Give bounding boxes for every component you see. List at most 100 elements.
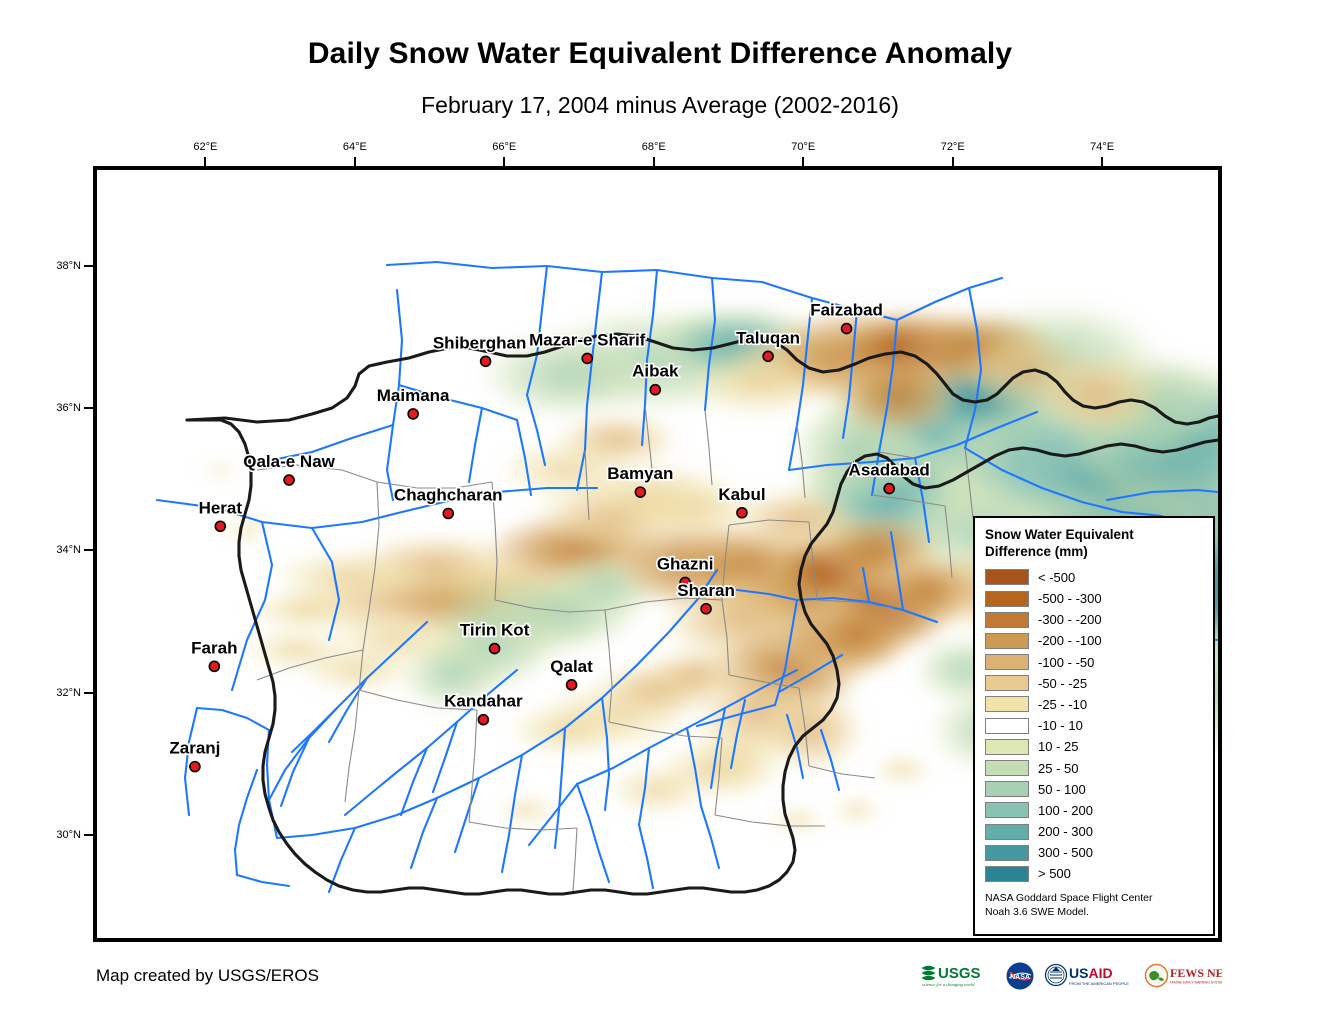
country-border-afghanistan [185, 332, 1218, 896]
city-dot[interactable] [634, 486, 647, 498]
legend-row[interactable]: 50 - 100 [985, 779, 1203, 800]
legend-row[interactable]: 300 - 500 [985, 842, 1203, 863]
legend-label: -200 - -100 [1038, 633, 1102, 649]
city-dot[interactable] [762, 350, 774, 363]
city-marker-group[interactable]: Faizabad [809, 299, 885, 335]
lon-tick-mark [353, 157, 356, 166]
city-label: Taluqan [736, 328, 800, 347]
legend-row[interactable]: < -500 [985, 567, 1203, 588]
city-label: Farah [191, 638, 237, 657]
svg-text:FROM THE AMERICAN PEOPLE: FROM THE AMERICAN PEOPLE [1069, 981, 1129, 986]
legend-source-note: NASA Goddard Space Flight Center Noah 3.… [985, 891, 1153, 918]
legend-row[interactable]: -50 - -25 [985, 673, 1203, 694]
city-marker-group[interactable]: Qalat [549, 655, 595, 691]
svg-text:FAMINE EARLY WARNING SYSTEMS N: FAMINE EARLY WARNING SYSTEMS NETWORK [1170, 981, 1222, 985]
usgs-logo[interactable]: USGS science for a changing world [920, 961, 996, 991]
lat-tick-label: 36°N [56, 402, 81, 415]
city-marker-group[interactable]: Tirin Kot [458, 619, 531, 655]
legend-row[interactable]: -25 - -10 [985, 694, 1203, 715]
map-legend[interactable]: Snow Water Equivalent Difference (mm) < … [973, 516, 1215, 936]
legend-swatch [985, 738, 1029, 755]
legend-row[interactable]: -500 - -300 [985, 588, 1203, 609]
city-dot[interactable] [214, 520, 227, 533]
city-marker-group[interactable]: Asadabad [847, 459, 931, 495]
legend-swatch [985, 844, 1029, 861]
city-marker-group[interactable]: Maimana [375, 384, 452, 420]
legend-swatch [985, 569, 1029, 586]
legend-items: < -500 -500 - -300 -300 - -200 -200 - -100 -… [985, 567, 1203, 885]
map-frame[interactable]: Faizabad Taluqan Mazar-e Sharif Shiberghan A… [93, 166, 1222, 942]
legend-swatch [985, 611, 1029, 628]
city-dot[interactable] [189, 760, 201, 773]
city-marker-group[interactable]: Aibak [631, 360, 681, 396]
city-marker-group[interactable]: Qala-e Naw [242, 450, 337, 486]
lon-tick-label: 62°E [193, 141, 218, 153]
city-dot[interactable] [679, 576, 691, 589]
city-dot[interactable] [883, 482, 895, 495]
city-label: Shiberghan [433, 333, 527, 352]
city-dot[interactable] [840, 322, 853, 335]
city-dot[interactable] [442, 507, 455, 520]
lon-tick-mark [652, 157, 655, 166]
city-marker-group[interactable]: Kabul [717, 483, 767, 519]
lon-tick-label: 72°E [940, 141, 965, 153]
legend-row[interactable]: -100 - -50 [985, 652, 1203, 673]
legend-swatch [985, 675, 1029, 692]
lat-tick-label: 34°N [56, 544, 81, 557]
title-block: Daily Snow Water Equivalent Difference A… [0, 0, 1320, 117]
city-dot[interactable] [736, 506, 748, 519]
usaid-logo[interactable]: USAID FROM THE AMERICAN PEOPLE [1044, 961, 1136, 991]
city-marker-group[interactable]: Kandahar [443, 690, 525, 726]
city-marker-group[interactable]: Farah [190, 637, 239, 673]
city-dot[interactable] [283, 474, 295, 486]
city-dot[interactable] [407, 408, 419, 420]
city-marker-group[interactable]: Herat [197, 497, 244, 533]
city-marker-group[interactable]: Chaghcharan [392, 484, 504, 520]
fewsnet-logo[interactable]: FEWS NET FAMINE EARLY WARNING SYSTEMS NE… [1144, 961, 1222, 991]
city-marker-group[interactable]: Ghazni [655, 553, 715, 589]
legend-row[interactable]: -200 - -100 [985, 630, 1203, 651]
legend-swatch [985, 717, 1029, 734]
legend-row[interactable]: 25 - 50 [985, 757, 1203, 778]
city-marker-group[interactable]: Sharan [676, 579, 736, 615]
lat-tick-mark [84, 691, 93, 694]
city-dot[interactable] [488, 642, 501, 655]
legend-row[interactable]: > 500 [985, 863, 1203, 884]
legend-label: 50 - 100 [1038, 781, 1086, 797]
lon-tick-mark [204, 157, 207, 166]
city-marker-group[interactable]: Zaranj [168, 737, 222, 773]
city-dot[interactable] [477, 713, 490, 726]
legend-label: -10 - 10 [1038, 718, 1083, 734]
legend-row[interactable]: 10 - 25 [985, 736, 1203, 757]
city-marker-group[interactable]: Shiberghan [431, 332, 528, 368]
city-dot[interactable] [565, 679, 578, 691]
legend-label: 300 - 500 [1038, 845, 1093, 861]
legend-row[interactable]: 100 - 200 [985, 800, 1203, 821]
city-label: Asadabad [849, 461, 930, 480]
legend-swatch [985, 802, 1029, 819]
city-dot[interactable] [581, 352, 594, 365]
city-label: Qala-e Naw [243, 452, 335, 471]
city-dot[interactable] [208, 660, 221, 673]
city-dot[interactable] [649, 383, 662, 396]
city-marker-group[interactable]: Taluqan [735, 327, 802, 363]
city-marker-group[interactable]: Mazar-e Sharif [528, 329, 647, 365]
legend-row[interactable]: -300 - -200 [985, 609, 1203, 630]
legend-label: 100 - 200 [1038, 802, 1093, 818]
legend-label: 10 - 25 [1038, 739, 1079, 755]
legend-label: 25 - 50 [1038, 760, 1079, 776]
svg-text:USAID: USAID [1069, 965, 1113, 981]
legend-swatch [985, 590, 1029, 607]
legend-row[interactable]: 200 - 300 [985, 821, 1203, 842]
city-dot[interactable] [700, 602, 712, 615]
nasa-logo[interactable]: NASA [1004, 961, 1036, 991]
lat-tick-mark [84, 833, 93, 836]
city-dot[interactable] [479, 355, 492, 368]
legend-row[interactable]: -10 - 10 [985, 715, 1203, 736]
city-label: Tirin Kot [460, 621, 530, 640]
city-marker-group[interactable]: Bamyan [606, 463, 675, 498]
svg-text:science for a changing world: science for a changing world [922, 982, 975, 987]
lon-tick-mark [503, 157, 506, 166]
svg-text:USGS: USGS [938, 965, 981, 982]
